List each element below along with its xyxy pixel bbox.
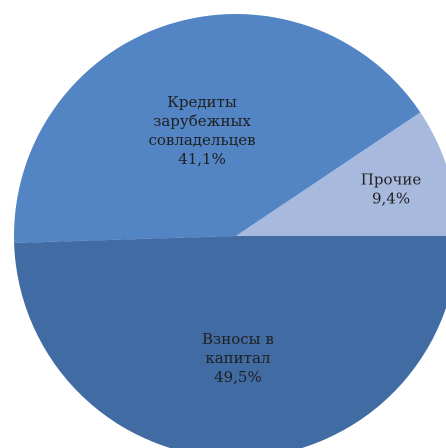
slice-name-line-2-0: Прочие bbox=[361, 170, 422, 188]
slice-name-line-1-2: совладельцев bbox=[148, 131, 255, 149]
slice-name-line-0-0: Взносы в bbox=[202, 330, 274, 348]
slice-label-1: Кредиты зарубежных совладельцев 41,1% bbox=[148, 93, 255, 168]
slice-name-line-1-1: зарубежных bbox=[153, 112, 251, 130]
pie-slice-2 bbox=[236, 112, 446, 236]
slice-value-0: 49,5% bbox=[214, 368, 262, 386]
slice-value-1: 41,1% bbox=[178, 150, 226, 168]
slice-name-line-0-1: капитал bbox=[205, 349, 270, 367]
slice-name-line-1-0: Кредиты bbox=[167, 93, 237, 111]
pie-slice-0 bbox=[14, 236, 446, 448]
slice-label-2: Прочие 9,4% bbox=[361, 170, 422, 207]
slice-label-0: Взносы в капитал 49,5% bbox=[202, 330, 274, 386]
pie-slice-1 bbox=[13, 13, 421, 243]
slice-value-2: 9,4% bbox=[372, 189, 410, 207]
